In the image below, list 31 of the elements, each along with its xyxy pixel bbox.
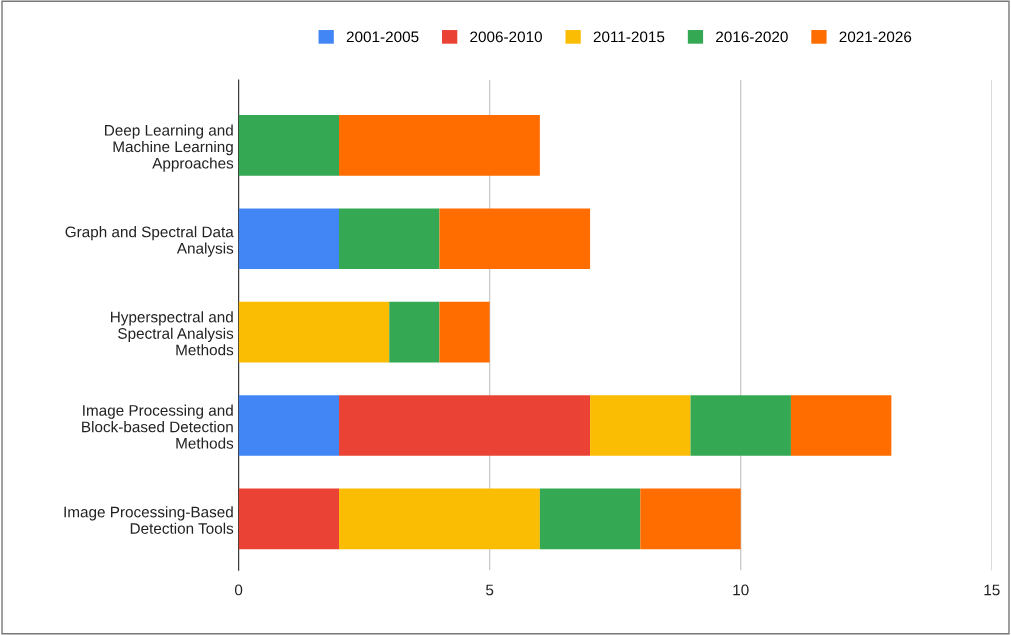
bar: [238, 301, 390, 363]
bar: [539, 488, 641, 550]
bar: [439, 301, 490, 363]
legend-label: 2006-2010: [470, 31, 542, 43]
bar: [238, 488, 340, 550]
x-tick-label: 5: [486, 584, 494, 596]
y-tick-label: Deep Learning and Machine Learning Approaches: [105, 124, 234, 172]
y-tick-label: Graph and Spectral Data Analysis: [65, 226, 234, 257]
x-tick-label: 15: [984, 584, 1000, 596]
bar: [389, 301, 440, 363]
legend-label: 2011-2015: [593, 31, 665, 43]
bar: [339, 395, 591, 456]
bar: [238, 208, 340, 270]
bar: [590, 395, 691, 456]
legend-label: 2016-2020: [716, 31, 788, 43]
bar: [339, 208, 440, 270]
bar: [339, 488, 540, 550]
y-tick-label: Hyperspectral and Spectral Analysis Methods: [111, 311, 234, 356]
legend-label: 2001-2005: [346, 31, 419, 43]
y-tick-label: Image Processing and Block-based Detection Methods: [82, 404, 234, 449]
bar: [339, 115, 540, 176]
bar: [640, 488, 741, 550]
bar: [238, 115, 340, 176]
bar: [690, 395, 791, 456]
bar: [238, 395, 340, 456]
x-tick-label: 10: [733, 584, 749, 596]
y-tick-label: Image Processing-Based Detection Tools: [64, 506, 234, 534]
x-tick-label: 0: [234, 584, 243, 596]
bar: [790, 395, 892, 456]
legend-label: 2021-2026: [839, 31, 912, 43]
bar: [439, 208, 591, 270]
